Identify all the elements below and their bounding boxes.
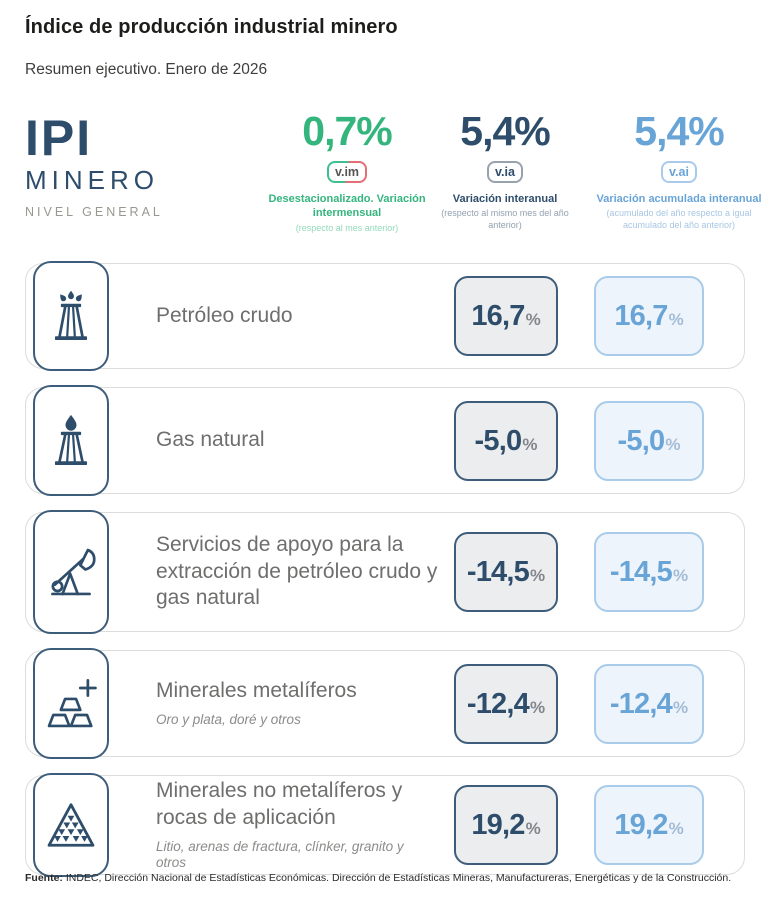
percent-sign: %	[668, 310, 684, 329]
value-boxes: -12,4% -12,4%	[454, 663, 704, 744]
vai-value-box: 19,2%	[594, 785, 704, 865]
oil-derrick-drops-icon	[54, 290, 88, 341]
vai-badge: v.ai	[661, 161, 697, 183]
stat-interanual-value: 5,4%	[460, 108, 550, 154]
row-text: Petróleo crudo	[156, 303, 293, 330]
gas-flare-icon	[54, 414, 88, 465]
source-text: INDEC, Dirección Nacional de Estadística…	[62, 872, 732, 884]
vai-value: -14,5	[609, 556, 673, 588]
percent-sign: %	[529, 566, 546, 585]
stat-acumulada-label: Variación acumulada interanual	[596, 193, 762, 205]
category-list: Petróleo crudo 16,7% 16,7%	[25, 261, 745, 877]
ipi-minero-logo: IPI MINERO NIVEL GENERAL	[25, 109, 263, 255]
percent-sign: %	[525, 819, 541, 838]
row-text: Minerales metalíferos Oro y plata, doré …	[156, 678, 357, 729]
value-boxes: 16,7% 16,7%	[454, 276, 704, 356]
via-value-box: 19,2%	[454, 785, 558, 865]
vim-badge: v.im	[326, 161, 368, 183]
row-text: Servicios de apoyo para la extracción de…	[156, 532, 454, 613]
stat-acumulada-value: 5,4%	[634, 108, 724, 154]
row-minerales-metaliferos: Minerales metalíferos Oro y plata, doré …	[25, 648, 745, 759]
stat-intermensual-value: 0,7%	[302, 108, 392, 154]
kpi-header: IPI MINERO NIVEL GENERAL 0,7% v.im Deses…	[25, 109, 762, 255]
row-gas-natural: Gas natural -5,0% -5,0%	[25, 385, 745, 496]
percent-sign: %	[529, 697, 546, 717]
aggregate-pile-icon	[47, 803, 95, 847]
gold-ingots-icon	[47, 678, 97, 727]
vai-value: -12,4	[609, 687, 673, 720]
value-boxes: 19,2% 19,2%	[454, 785, 704, 865]
percent-sign: %	[672, 697, 689, 717]
logo-name: MINERO	[25, 165, 159, 195]
category-sublabel: Oro y plata, doré y otros	[156, 712, 301, 727]
vai-value: -5,0	[617, 424, 666, 457]
via-value-box: -14,5%	[454, 532, 558, 612]
value-boxes: -14,5% -14,5%	[454, 532, 704, 612]
page-subtitle: Resumen ejecutivo. Enero de 2026	[25, 61, 268, 78]
vai-value-box: 16,7%	[594, 276, 704, 356]
vai-value: 19,2	[614, 809, 668, 841]
vai-value: 16,7	[614, 300, 668, 332]
percent-sign: %	[525, 310, 541, 329]
row-text: Gas natural	[156, 427, 265, 454]
via-value: -5,0	[474, 424, 523, 457]
via-value: -14,5	[466, 556, 530, 588]
via-value: 19,2	[471, 809, 525, 841]
stat-interanual: 5,4% v.ia Variación interanual (respecto…	[431, 109, 579, 255]
vim-badge-label: v.im	[328, 163, 366, 181]
vai-badge-label: v.ai	[663, 163, 695, 181]
via-value: -12,4	[466, 687, 530, 720]
stat-intermensual: 0,7% v.im Desestacionalizado. Variación …	[263, 109, 431, 255]
via-value: 16,7	[471, 300, 525, 332]
icon-box	[33, 773, 109, 877]
logo-acronym: IPI	[25, 110, 93, 166]
icon-box	[33, 261, 109, 371]
stat-acumulada-note: (acumulado del año respecto a igual acum…	[606, 208, 752, 230]
category-label: Gas natural	[156, 428, 265, 452]
value-boxes: -5,0% -5,0%	[454, 400, 704, 481]
pumpjack-icon	[51, 548, 96, 596]
percent-sign: %	[522, 434, 538, 454]
source-note: Fuente: INDEC, Dirección Nacional de Est…	[25, 872, 747, 886]
row-text: Minerales no metalíferos y rocas de apli…	[156, 778, 454, 873]
page-title: Índice de producción industrial minero	[25, 16, 398, 38]
stat-acumulada: 5,4% v.ai Variación acumulada interanual…	[579, 109, 768, 255]
category-sublabel: Litio, arenas de fractura, clínker, gran…	[156, 838, 404, 871]
vai-value-box: -12,4%	[594, 663, 704, 744]
source-label: Fuente:	[25, 872, 63, 884]
via-value-box: -5,0%	[454, 400, 558, 481]
stat-intermensual-note: (respecto al mes anterior)	[295, 222, 399, 233]
percent-sign: %	[668, 819, 684, 838]
category-label: Servicios de apoyo para la extracción de…	[156, 532, 438, 610]
row-servicios-apoyo: Servicios de apoyo para la extracción de…	[25, 510, 745, 634]
icon-box	[33, 385, 109, 496]
percent-sign: %	[665, 434, 681, 454]
icon-box	[33, 648, 109, 759]
percent-sign: %	[672, 566, 689, 585]
icon-box	[33, 510, 109, 634]
stat-interanual-note: (respecto al mismo mes del año anterior)	[441, 208, 569, 230]
row-petroleo-crudo: Petróleo crudo 16,7% 16,7%	[25, 261, 745, 371]
logo-tagline: NIVEL GENERAL	[25, 205, 163, 219]
stat-interanual-label: Variación interanual	[452, 193, 558, 205]
vai-value-box: -5,0%	[594, 400, 704, 481]
report-page: Índice de producción industrial minero R…	[25, 16, 762, 877]
via-badge: v.ia	[487, 161, 523, 183]
via-badge-label: v.ia	[489, 163, 521, 181]
vai-value-box: -14,5%	[594, 532, 704, 612]
row-minerales-no-metaliferos: Minerales no metalíferos y rocas de apli…	[25, 773, 745, 877]
aggregate-grains	[54, 815, 88, 842]
via-value-box: 16,7%	[454, 276, 558, 356]
category-label: Minerales metalíferos	[156, 679, 357, 703]
category-label: Petróleo crudo	[156, 303, 293, 327]
via-value-box: -12,4%	[454, 663, 558, 744]
stat-intermensual-label: Desestacionalizado. Variación intermensu…	[268, 193, 426, 220]
category-label: Minerales no metalíferos y rocas de apli…	[156, 778, 403, 829]
